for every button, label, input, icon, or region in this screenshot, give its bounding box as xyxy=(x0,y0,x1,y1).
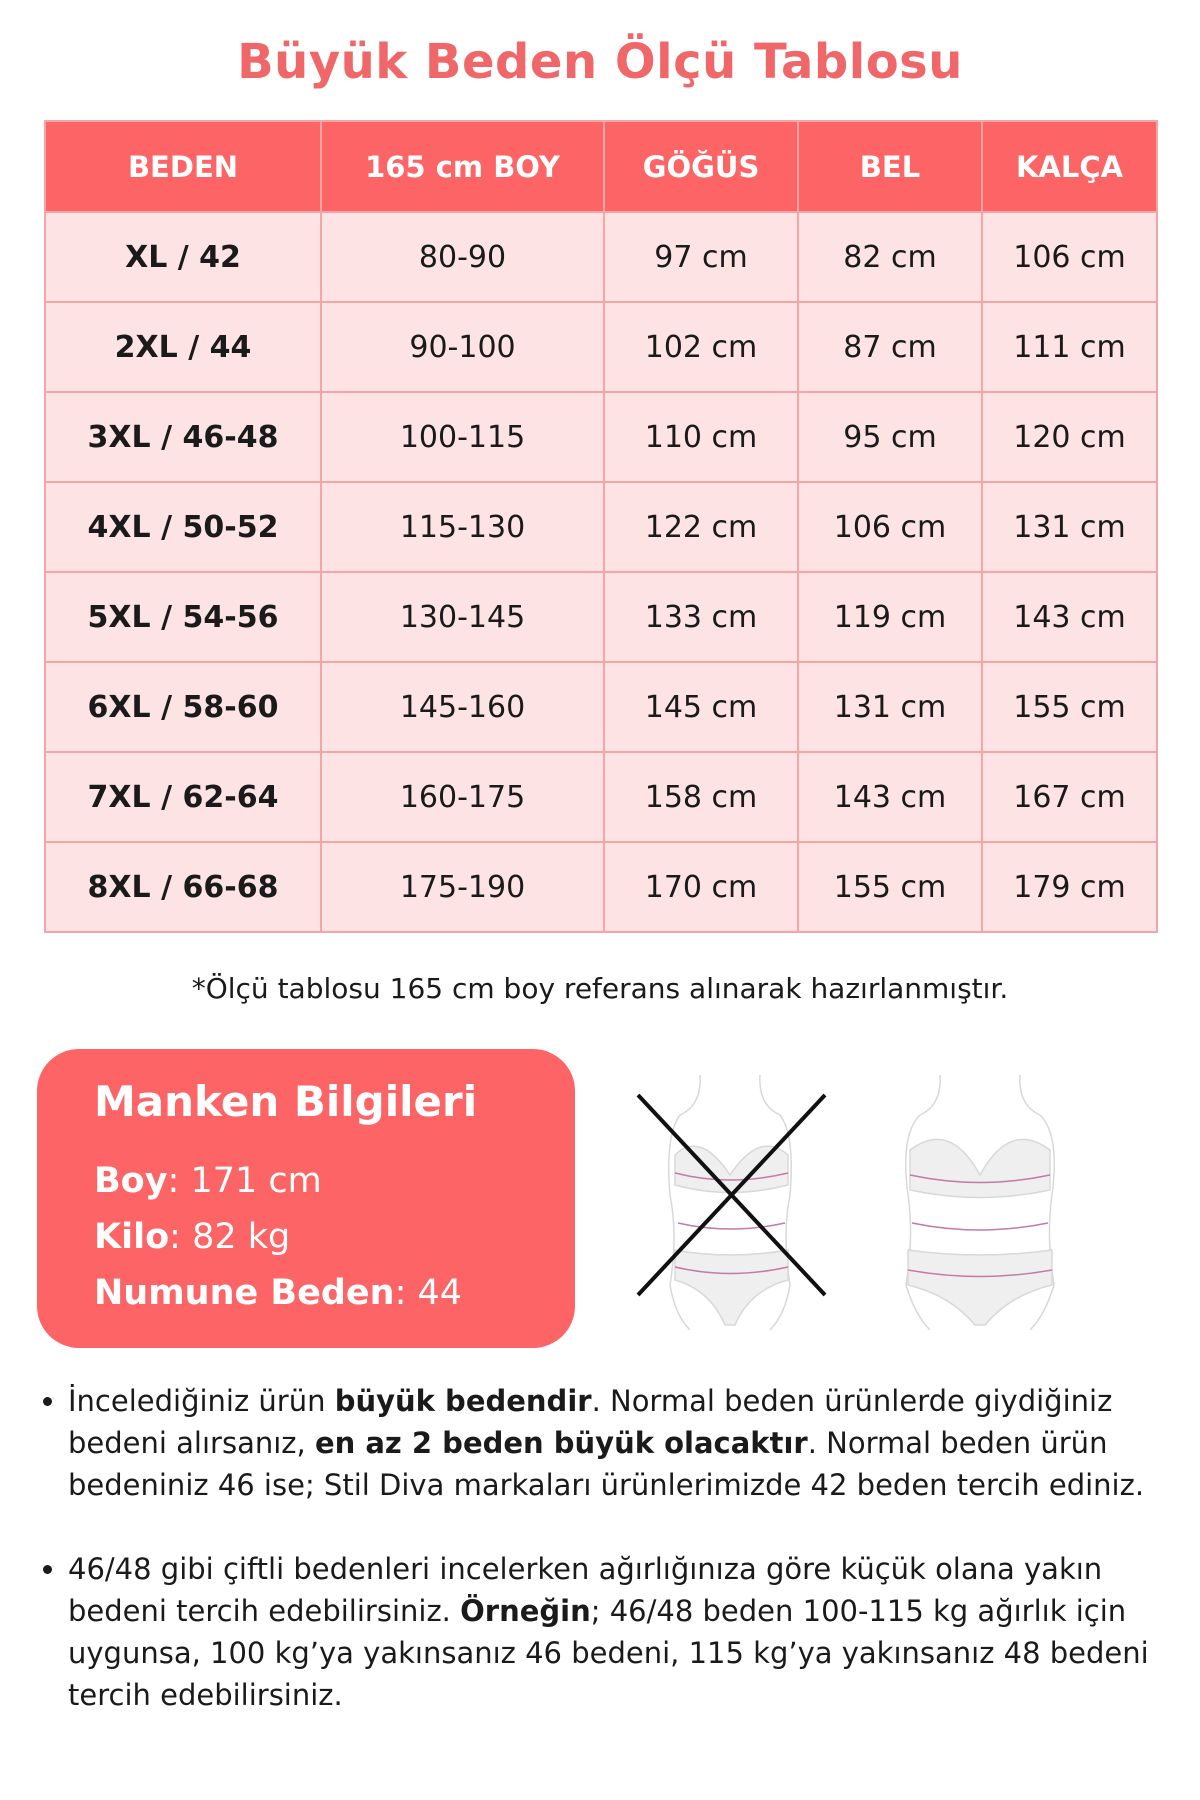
cell-kalca: 120 cm xyxy=(981,391,1158,483)
cross-line-2 xyxy=(636,1093,827,1297)
text: İncelediğiniz ürün xyxy=(68,1384,335,1418)
cell-beden: 7XL / 62-64 xyxy=(44,751,322,843)
header-beden: BEDEN xyxy=(44,120,322,213)
cell-gogus: 145 cm xyxy=(603,661,799,753)
cell-beden: 5XL / 54-56 xyxy=(44,571,322,663)
cell-gogus: 122 cm xyxy=(603,481,799,573)
height-label: Boy xyxy=(94,1161,168,1201)
cell-boy: 115-130 xyxy=(320,481,605,573)
table-row: 3XL / 46-48 100-115 110 cm 95 cm 120 cm xyxy=(44,391,1158,483)
list-item: 46/48 gibi çiftli bedenleri incelerken a… xyxy=(68,1548,1200,1716)
info-list: İncelediğiniz ürün büyük bedendir. Norma… xyxy=(30,1380,1200,1758)
table-row: XL / 42 80-90 97 cm 82 cm 106 cm xyxy=(44,211,1158,303)
header-kalca: KALÇA xyxy=(981,120,1158,213)
model-weight: Kilo: 82 kg xyxy=(94,1217,290,1257)
emphasis: en az 2 beden büyük olacaktır xyxy=(314,1426,808,1460)
cell-boy: 130-145 xyxy=(320,571,605,663)
cell-boy: 80-90 xyxy=(320,211,605,303)
model-info-card: Manken Bilgileri Boy: 171 cm Kilo: 82 kg… xyxy=(37,1049,575,1348)
table-header-row: BEDEN 165 cm BOY GÖĞÜS BEL KALÇA xyxy=(44,120,1158,213)
cell-beden: XL / 42 xyxy=(44,211,322,303)
header-bel: BEL xyxy=(797,120,983,213)
cell-kalca: 131 cm xyxy=(981,481,1158,573)
page-title: Büyük Beden Ölçü Tablosu xyxy=(237,34,963,90)
cell-kalca: 167 cm xyxy=(981,751,1158,843)
model-info-title: Manken Bilgileri xyxy=(94,1077,478,1126)
cell-kalca: 155 cm xyxy=(981,661,1158,753)
cell-beden: 2XL / 44 xyxy=(44,301,322,393)
cell-boy: 175-190 xyxy=(320,841,605,933)
cell-bel: 82 cm xyxy=(797,211,983,303)
cell-boy: 100-115 xyxy=(320,391,605,483)
text: 46/48 gibi çiftli bedenleri incelerken a… xyxy=(68,1552,1103,1628)
emphasis: büyük bedendir xyxy=(334,1384,592,1418)
header-gogus: GÖĞÜS xyxy=(603,120,799,213)
cell-gogus: 102 cm xyxy=(603,301,799,393)
cell-beden: 8XL / 66-68 xyxy=(44,841,322,933)
cell-boy: 145-160 xyxy=(320,661,605,753)
cell-bel: 143 cm xyxy=(797,751,983,843)
text: . Normal beden ürünlerde giydiğiniz bede… xyxy=(68,1384,1113,1460)
size-table: BEDEN 165 cm BOY GÖĞÜS BEL KALÇA XL / 42… xyxy=(44,120,1158,933)
height-value: : 171 cm xyxy=(167,1161,322,1201)
cell-beden: 6XL / 58-60 xyxy=(44,661,322,753)
cell-bel: 95 cm xyxy=(797,391,983,483)
text: ; 46/48 beden 100-115 kg ağırlık için uy… xyxy=(68,1594,1149,1712)
cell-boy: 90-100 xyxy=(320,301,605,393)
cell-gogus: 110 cm xyxy=(603,391,799,483)
list-item: İncelediğiniz ürün büyük bedendir. Norma… xyxy=(68,1380,1200,1506)
cell-boy: 160-175 xyxy=(320,751,605,843)
cell-bel: 87 cm xyxy=(797,301,983,393)
text: . Normal beden ürün bedeniniz 46 ise; St… xyxy=(68,1426,1145,1502)
cell-kalca: 106 cm xyxy=(981,211,1158,303)
cell-beden: 4XL / 50-52 xyxy=(44,481,322,573)
model-height: Boy: 171 cm xyxy=(94,1161,322,1201)
cell-bel: 119 cm xyxy=(797,571,983,663)
wrong-measurement-figure xyxy=(636,1075,827,1330)
cell-beden: 3XL / 46-48 xyxy=(44,391,322,483)
table-row: 5XL / 54-56 130-145 133 cm 119 cm 143 cm xyxy=(44,571,1158,663)
table-row: 8XL / 66-68 175-190 170 cm 155 cm 179 cm xyxy=(44,841,1158,933)
table-row: 4XL / 50-52 115-130 122 cm 106 cm 131 cm xyxy=(44,481,1158,573)
weight-value: : 82 kg xyxy=(169,1217,291,1257)
cell-bel: 155 cm xyxy=(797,841,983,933)
cell-kalca: 143 cm xyxy=(981,571,1158,663)
cell-kalca: 179 cm xyxy=(981,841,1158,933)
footnote: *Ölçü tablosu 165 cm boy referans alınar… xyxy=(191,972,1009,1005)
table-row: 2XL / 44 90-100 102 cm 87 cm 111 cm xyxy=(44,301,1158,393)
emphasis: Örneğin xyxy=(460,1594,591,1628)
size-label: Numune Beden xyxy=(94,1273,395,1313)
weight-label: Kilo xyxy=(94,1217,170,1257)
size-value: : 44 xyxy=(394,1273,463,1313)
table-row: 7XL / 62-64 160-175 158 cm 143 cm 167 cm xyxy=(44,751,1158,843)
cell-kalca: 111 cm xyxy=(981,301,1158,393)
cell-bel: 131 cm xyxy=(797,661,983,753)
cell-gogus: 133 cm xyxy=(603,571,799,663)
table-row: 6XL / 58-60 145-160 145 cm 131 cm 155 cm xyxy=(44,661,1158,753)
correct-measurement-figure xyxy=(904,1075,1056,1330)
cell-bel: 106 cm xyxy=(797,481,983,573)
header-boy: 165 cm BOY xyxy=(320,120,605,213)
cell-gogus: 158 cm xyxy=(603,751,799,843)
model-size: Numune Beden: 44 xyxy=(94,1273,462,1313)
body-measurement-illustration xyxy=(636,1075,1056,1330)
cell-gogus: 97 cm xyxy=(603,211,799,303)
cell-gogus: 170 cm xyxy=(603,841,799,933)
